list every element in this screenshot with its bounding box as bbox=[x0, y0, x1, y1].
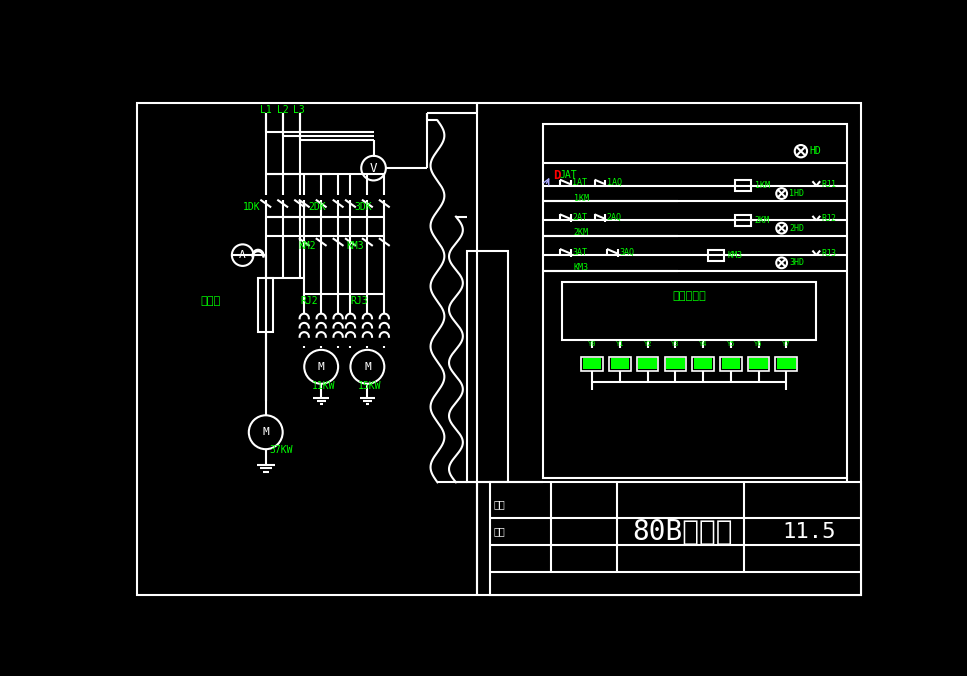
Text: 1AT: 1AT bbox=[572, 178, 587, 187]
Circle shape bbox=[350, 350, 384, 384]
Text: Y4: Y4 bbox=[699, 341, 707, 347]
Bar bbox=[609, 357, 630, 370]
Bar bbox=[258, 279, 274, 332]
Text: Y5: Y5 bbox=[726, 341, 735, 347]
Text: 3DK: 3DK bbox=[354, 202, 372, 212]
Text: 2DK: 2DK bbox=[308, 202, 326, 212]
Text: A: A bbox=[239, 250, 246, 260]
Circle shape bbox=[777, 188, 787, 199]
Text: RJ3: RJ3 bbox=[350, 296, 368, 306]
Bar bbox=[583, 358, 601, 369]
Bar bbox=[467, 251, 508, 482]
Bar bbox=[720, 357, 742, 370]
Text: 1KM: 1KM bbox=[754, 181, 770, 191]
Bar bbox=[638, 358, 657, 369]
Text: KM3: KM3 bbox=[346, 241, 365, 251]
Text: Y0: Y0 bbox=[588, 341, 597, 347]
Text: M: M bbox=[262, 427, 269, 437]
Text: 2HD: 2HD bbox=[789, 224, 805, 233]
Bar bbox=[776, 357, 797, 370]
Text: RJ2: RJ2 bbox=[822, 214, 836, 224]
Circle shape bbox=[795, 145, 807, 158]
Circle shape bbox=[777, 258, 787, 268]
Text: Y1: Y1 bbox=[616, 341, 624, 347]
Text: 1HD: 1HD bbox=[789, 189, 805, 198]
Text: 2AT: 2AT bbox=[572, 213, 587, 222]
Bar bbox=[709, 249, 724, 260]
Bar bbox=[490, 481, 861, 596]
Text: 3HD: 3HD bbox=[789, 258, 805, 267]
Text: RJ3: RJ3 bbox=[822, 249, 836, 258]
Text: 80B碗碎机: 80B碗碎机 bbox=[632, 518, 733, 546]
Text: 制图: 制图 bbox=[494, 527, 506, 537]
Text: L3: L3 bbox=[293, 105, 305, 116]
Text: M: M bbox=[364, 362, 370, 372]
Text: L2: L2 bbox=[278, 105, 289, 116]
Text: 1KM: 1KM bbox=[573, 193, 589, 203]
Text: 11KW: 11KW bbox=[312, 381, 336, 391]
Text: 3AT: 3AT bbox=[572, 247, 587, 257]
Bar bbox=[611, 358, 630, 369]
Text: D: D bbox=[553, 168, 561, 182]
Circle shape bbox=[777, 223, 787, 234]
Text: 1AQ: 1AQ bbox=[607, 178, 622, 187]
Text: 审核: 审核 bbox=[494, 500, 506, 510]
Bar bbox=[542, 124, 847, 479]
Text: Y3: Y3 bbox=[671, 341, 680, 347]
Text: 11.5: 11.5 bbox=[782, 522, 836, 541]
Text: 2KM: 2KM bbox=[754, 216, 770, 225]
Bar bbox=[721, 358, 740, 369]
Circle shape bbox=[249, 415, 282, 449]
Bar bbox=[562, 282, 816, 340]
Text: Y2: Y2 bbox=[643, 341, 652, 347]
Bar bbox=[749, 358, 768, 369]
Text: Y7: Y7 bbox=[782, 341, 790, 347]
Text: 1DK: 1DK bbox=[243, 202, 260, 212]
Text: Y6: Y6 bbox=[754, 341, 763, 347]
Bar bbox=[664, 357, 687, 370]
Bar bbox=[637, 357, 659, 370]
Circle shape bbox=[232, 244, 253, 266]
Bar bbox=[736, 215, 750, 226]
Text: 37KW: 37KW bbox=[270, 445, 293, 455]
Text: 2KM: 2KM bbox=[573, 228, 589, 237]
Text: HD: HD bbox=[809, 146, 821, 156]
Bar bbox=[747, 357, 770, 370]
Text: 15KW: 15KW bbox=[358, 381, 382, 391]
Text: M: M bbox=[318, 362, 325, 372]
Circle shape bbox=[305, 350, 338, 384]
Bar bbox=[777, 358, 796, 369]
Circle shape bbox=[362, 155, 386, 180]
Bar bbox=[666, 358, 685, 369]
Text: 脉冲控制仪: 脉冲控制仪 bbox=[672, 291, 706, 301]
Text: 灭磁器: 灭磁器 bbox=[200, 296, 220, 306]
Text: RJ1: RJ1 bbox=[822, 180, 836, 189]
Text: RJ2: RJ2 bbox=[301, 296, 318, 306]
Bar bbox=[736, 180, 750, 191]
Bar bbox=[694, 358, 713, 369]
Bar bbox=[692, 357, 714, 370]
Text: KM3: KM3 bbox=[728, 251, 743, 260]
Text: KM3: KM3 bbox=[573, 263, 589, 272]
Text: L1: L1 bbox=[260, 105, 272, 116]
Text: JAT: JAT bbox=[560, 170, 577, 180]
Text: V: V bbox=[369, 162, 377, 174]
Bar bbox=[581, 357, 603, 370]
Text: 2AQ: 2AQ bbox=[607, 213, 622, 222]
Text: 3AQ: 3AQ bbox=[619, 247, 634, 257]
Text: KM2: KM2 bbox=[299, 241, 316, 251]
